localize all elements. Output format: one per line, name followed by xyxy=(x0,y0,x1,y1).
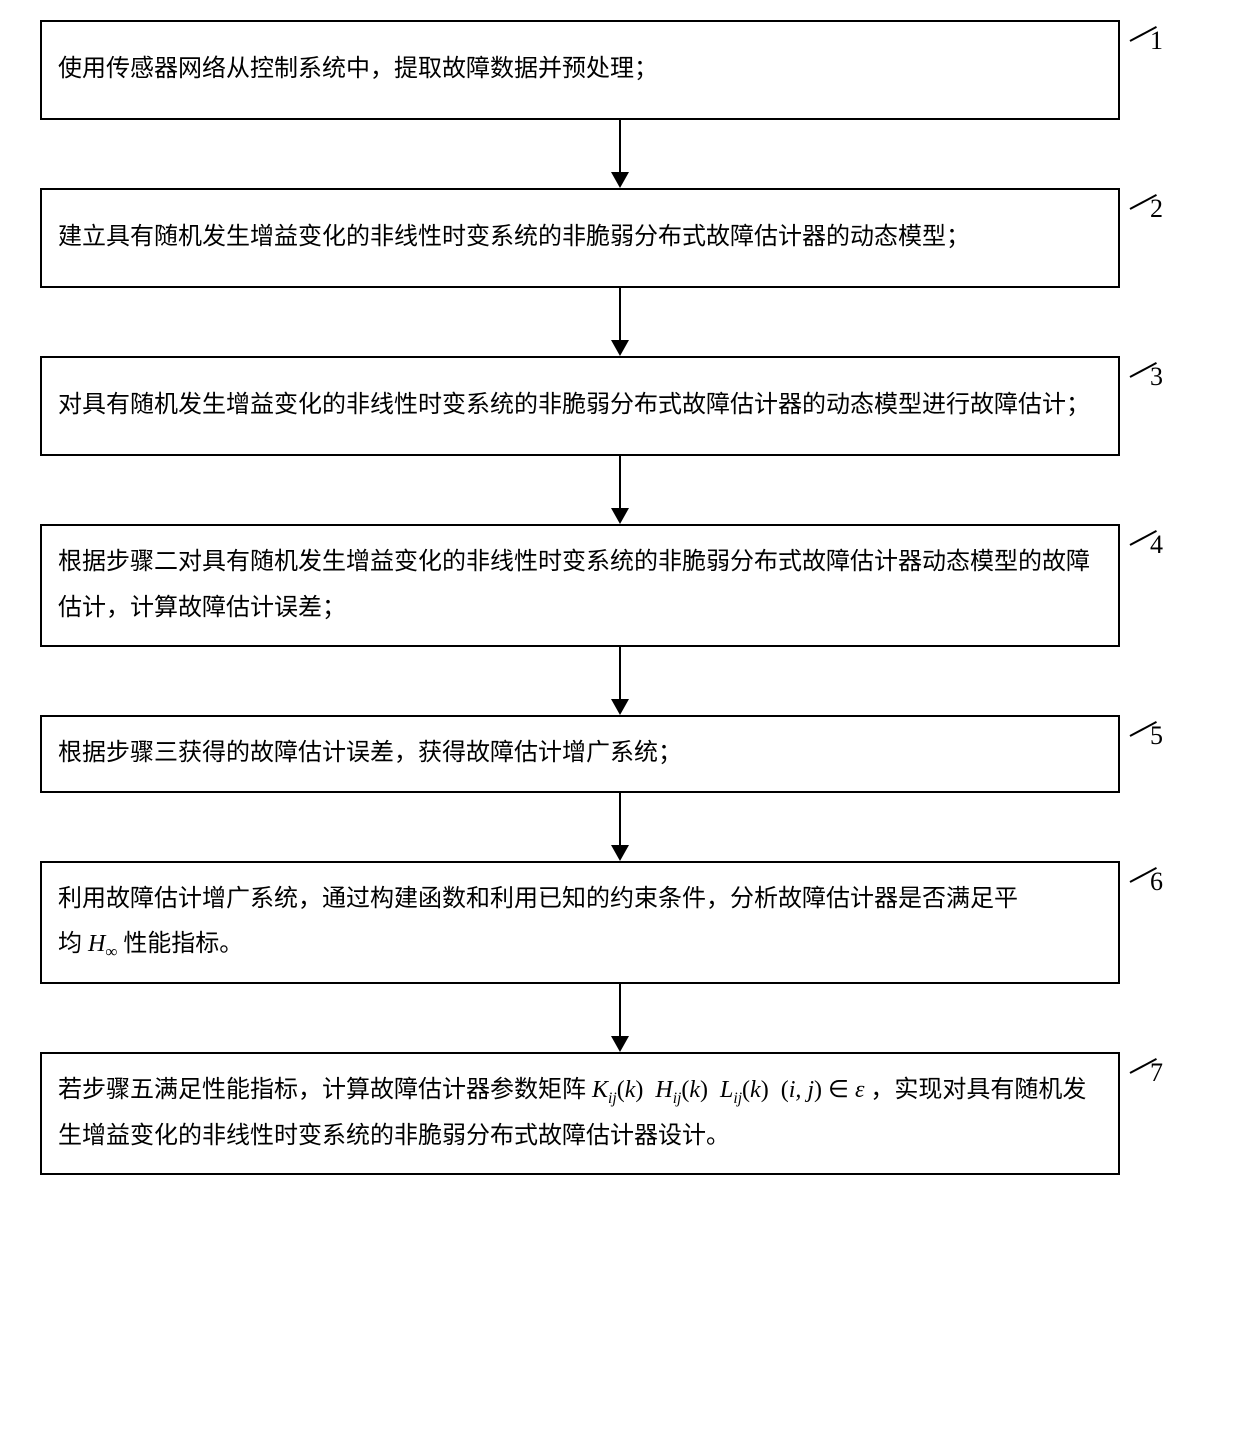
step7-L: L xyxy=(720,1077,733,1103)
step-number-1: 1 xyxy=(1150,26,1163,56)
step-number-3: 3 xyxy=(1150,362,1163,392)
step-number-2: 2 xyxy=(1150,194,1163,224)
arrow-2 xyxy=(80,288,1160,356)
arrow-1 xyxy=(80,120,1160,188)
step-wrapper-2: 建立具有随机发生增益变化的非线性时变系统的非脆弱分布式故障估计器的动态模型； 2 xyxy=(40,188,1200,288)
step7-prefix: 若步骤五满足性能指标，计算故障估计器参数矩阵 xyxy=(58,1077,586,1103)
arrow-5 xyxy=(80,793,1160,861)
step-wrapper-4: 根据步骤二对具有随机发生增益变化的非线性时变系统的非脆弱分布式故障估计器动态模型… xyxy=(40,524,1200,647)
arrow-3 xyxy=(80,456,1160,524)
step7-Lij: ij xyxy=(733,1090,742,1107)
step-text-1: 使用传感器网络从控制系统中，提取故障数据并预处理； xyxy=(58,47,658,93)
step-box-3: 对具有随机发生增益变化的非线性时变系统的非脆弱分布式故障估计器的动态模型进行故障… xyxy=(40,356,1120,456)
step-number-5: 5 xyxy=(1150,721,1163,751)
step-wrapper-6: 利用故障估计增广系统，通过构建函数和利用已知的约束条件，分析故障估计器是否满足平… xyxy=(40,861,1200,984)
step6-suffix: 性能指标。 xyxy=(123,931,243,957)
step-box-2: 建立具有随机发生增益变化的非线性时变系统的非脆弱分布式故障估计器的动态模型； xyxy=(40,188,1120,288)
step6-H: H xyxy=(88,931,105,957)
step-text-5: 根据步骤三获得的故障估计误差，获得故障估计增广系统； xyxy=(58,731,682,777)
step7-Kij: ij xyxy=(608,1090,617,1107)
step-number-4: 4 xyxy=(1150,530,1163,560)
step-wrapper-1: 使用传感器网络从控制系统中，提取故障数据并预处理； 1 xyxy=(40,20,1200,120)
step7-eps: ε xyxy=(855,1077,864,1103)
step7-Kk: k xyxy=(625,1077,636,1103)
step-number-6: 6 xyxy=(1150,867,1163,897)
step7-Hk: k xyxy=(689,1077,700,1103)
step-box-1: 使用传感器网络从控制系统中，提取故障数据并预处理； xyxy=(40,20,1120,120)
arrow-4 xyxy=(80,647,1160,715)
flowchart-container: 使用传感器网络从控制系统中，提取故障数据并预处理； 1 建立具有随机发生增益变化… xyxy=(40,20,1200,1175)
arrow-6 xyxy=(80,984,1160,1052)
step-text-6: 利用故障估计增广系统，通过构建函数和利用已知的约束条件，分析故障估计器是否满足平… xyxy=(58,877,1102,968)
step-box-5: 根据步骤三获得的故障估计误差，获得故障估计增广系统； xyxy=(40,715,1120,793)
step7-Hij: ij xyxy=(673,1090,682,1107)
step-wrapper-3: 对具有随机发生增益变化的非线性时变系统的非脆弱分布式故障估计器的动态模型进行故障… xyxy=(40,356,1200,456)
step7-K: K xyxy=(592,1077,608,1103)
step7-ijcond: i, j xyxy=(789,1077,814,1103)
step7-H: H xyxy=(655,1077,672,1103)
step6-inf: ∞ xyxy=(105,942,117,961)
step-text-2: 建立具有随机发生增益变化的非线性时变系统的非脆弱分布式故障估计器的动态模型； xyxy=(58,215,970,261)
step-wrapper-7: 若步骤五满足性能指标，计算故障估计器参数矩阵 Kij(k) Hij(k) Lij… xyxy=(40,1052,1200,1175)
step-text-3: 对具有随机发生增益变化的非线性时变系统的非脆弱分布式故障估计器的动态模型进行故障… xyxy=(58,383,1090,429)
step-box-4: 根据步骤二对具有随机发生增益变化的非线性时变系统的非脆弱分布式故障估计器动态模型… xyxy=(40,524,1120,647)
step-text-7: 若步骤五满足性能指标，计算故障估计器参数矩阵 Kij(k) Hij(k) Lij… xyxy=(58,1068,1102,1159)
step-box-7: 若步骤五满足性能指标，计算故障估计器参数矩阵 Kij(k) Hij(k) Lij… xyxy=(40,1052,1120,1175)
step-number-7: 7 xyxy=(1150,1058,1163,1088)
step-box-6: 利用故障估计增广系统，通过构建函数和利用已知的约束条件，分析故障估计器是否满足平… xyxy=(40,861,1120,984)
step-wrapper-5: 根据步骤三获得的故障估计误差，获得故障估计增广系统； 5 xyxy=(40,715,1200,793)
step-text-4: 根据步骤二对具有随机发生增益变化的非线性时变系统的非脆弱分布式故障估计器动态模型… xyxy=(58,540,1102,631)
step7-Lk: k xyxy=(750,1077,761,1103)
